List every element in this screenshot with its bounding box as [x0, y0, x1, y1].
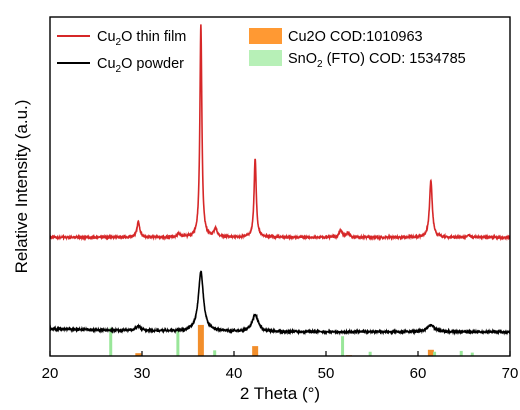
powder-series-line — [50, 270, 510, 336]
legend-cu2o_ref-swatch — [249, 28, 282, 44]
cu2o-reference-line — [197, 324, 204, 356]
sno2-reference-line — [176, 330, 180, 356]
thin-film-series-line — [50, 24, 510, 242]
sno2-reference-line — [459, 350, 463, 356]
sno2-reference-line — [213, 350, 217, 356]
legend-powder-label: Cu2O powder — [97, 56, 184, 75]
x-tick-label: 50 — [318, 365, 335, 382]
cu2o-reference-line — [252, 346, 259, 356]
sno2-reference-line — [433, 351, 437, 356]
cu2o-reference-line — [135, 353, 142, 356]
x-tick-label: 40 — [226, 365, 243, 382]
legend: Cu2O thin film Cu2O powder Cu2O COD:101096… — [57, 28, 466, 75]
legend-sno2_ref-swatch — [249, 50, 282, 66]
legend-film-label: Cu2O thin film — [97, 29, 186, 48]
plot-frame — [49, 16, 511, 357]
sno2-reference-line — [109, 327, 113, 356]
sno2-reference-line — [368, 351, 372, 356]
data-series — [50, 24, 510, 336]
cu2o-reference-line — [427, 349, 434, 356]
legend-cu2o_ref-label: Cu2O COD:1010963 — [288, 29, 423, 45]
x-tick-label: 30 — [134, 365, 151, 382]
legend-sno2_ref-label: SnO2 (FTO) COD: 1534785 — [288, 51, 466, 70]
sno2-reference-line — [341, 336, 345, 356]
x-tick-label: 70 — [502, 365, 519, 382]
x-tick-label: 60 — [410, 365, 427, 382]
sno2-reference-line — [470, 352, 474, 356]
x-ticks: 20 30 40 50 60 70 — [42, 351, 519, 382]
x-tick-label: 20 — [42, 365, 59, 382]
y-axis-label: Relative Intensity (a.u.) — [12, 100, 31, 274]
x-axis-label: 2 Theta (°) — [240, 384, 320, 403]
